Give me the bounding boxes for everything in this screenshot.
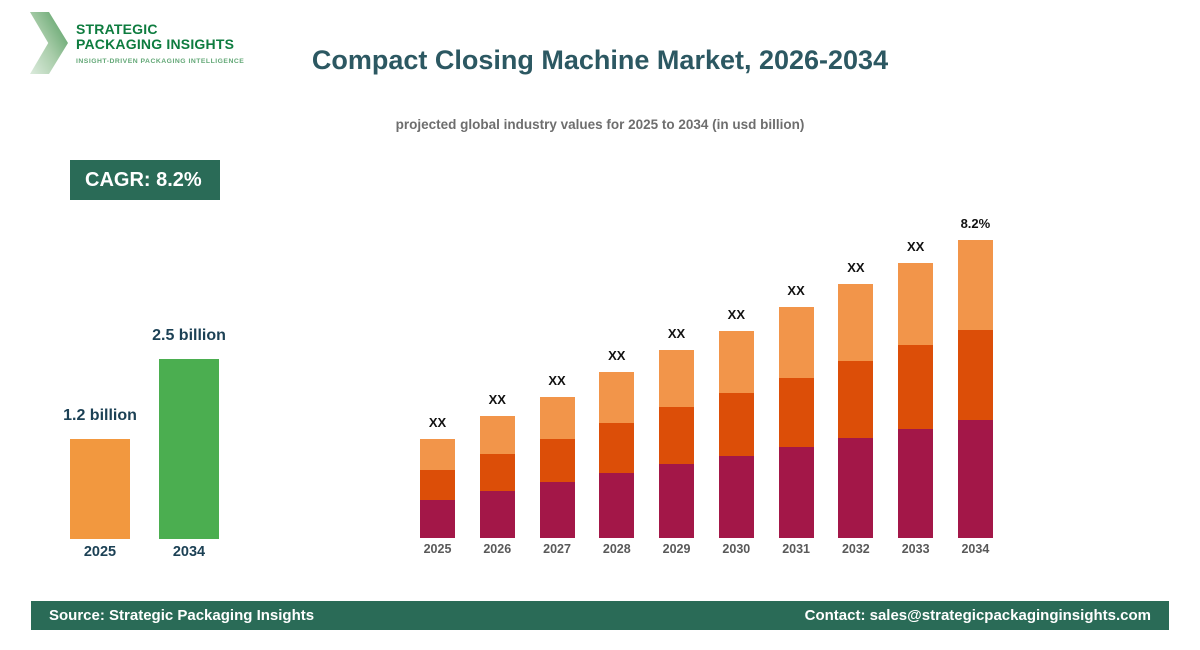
segment-top (838, 284, 874, 361)
page-title: Compact Closing Machine Market, 2026-203… (311, 45, 889, 75)
footer-contact: Contact: sales@strategicpackaginginsight… (804, 607, 1151, 624)
segment-middle (479, 454, 515, 491)
bar-stack (718, 331, 754, 538)
year-label: 2027 (543, 542, 571, 556)
summary-chart: 1.2 billion 2025 2.5 billion 2034 (63, 327, 226, 560)
bar-stack (957, 240, 993, 538)
logo-line1: STRATEGIC (76, 21, 158, 37)
segment-bottom (838, 438, 874, 538)
summary-value-label: 2.5 billion (152, 327, 226, 344)
bar-group: XX 2030 (718, 307, 754, 556)
segment-middle (898, 345, 934, 429)
segment-middle (718, 393, 754, 456)
segment-middle (778, 378, 814, 447)
segment-top (599, 372, 635, 423)
logo-text-block: STRATEGIC PACKAGING INSIGHTS INSIGHT-DRI… (76, 12, 245, 66)
segment-top (778, 307, 814, 378)
bar-group: XX 2033 (898, 239, 934, 556)
segment-middle (599, 423, 635, 473)
footer-bar: Source: Strategic Packaging Insights Con… (31, 601, 1169, 630)
bar-group: XX 2027 (539, 373, 575, 556)
year-label: 2032 (841, 542, 870, 556)
bar-top-label: XX (428, 415, 447, 430)
year-label: 2028 (602, 542, 631, 556)
page-subtitle: projected global industry values for 202… (395, 117, 805, 132)
year-label: 2030 (722, 542, 751, 556)
segment-bottom (659, 464, 695, 538)
bar-group: XX 2026 (479, 392, 515, 556)
year-label: 2031 (782, 542, 810, 556)
segment-middle (957, 330, 993, 420)
bar-top-label: XX (727, 307, 745, 322)
bar-group: 8.2% 2034 (957, 216, 993, 556)
cagr-badge: CAGR: 8.2% (70, 160, 220, 200)
bar-top-label: XX (488, 392, 506, 407)
summary-bar-group: 2.5 billion 2034 (152, 327, 226, 560)
segment-bottom (898, 429, 934, 538)
bar-top-label: XX (548, 373, 566, 388)
segment-bottom (778, 447, 814, 538)
bar-top-label: XX (906, 239, 925, 254)
logo-line2: PACKAGING INSIGHTS (76, 36, 235, 52)
stacked-bar-chart: XX 2025 XX 2026 XX 2027 XX 2028 XX 2029 XX 2030 XX 20… (420, 216, 993, 556)
segment-bottom (479, 491, 515, 538)
segment-top (659, 350, 695, 407)
segment-bottom (599, 473, 635, 538)
bar-group: XX 2032 (838, 260, 874, 556)
segment-bottom (539, 482, 575, 538)
bar-stack (420, 439, 455, 538)
bar-top-label: XX (667, 326, 686, 341)
bar-top-label: XX (847, 260, 865, 275)
segment-top (898, 263, 934, 345)
segment-middle (838, 361, 874, 438)
year-label: 2033 (901, 542, 930, 556)
bar-stack (539, 397, 575, 538)
segment-top (539, 397, 575, 439)
company-logo: STRATEGIC PACKAGING INSIGHTS INSIGHT-DRI… (30, 12, 244, 74)
year-label: 2034 (961, 542, 990, 556)
segment-middle (420, 470, 455, 500)
bar-stack (838, 284, 874, 538)
bar-group: XX 2028 (599, 348, 635, 556)
bar-stack (778, 307, 814, 538)
year-label: 2029 (662, 542, 691, 556)
bar-group: XX 2029 (659, 326, 695, 556)
segment-bottom (420, 500, 455, 538)
summary-value-label: 1.2 billion (63, 407, 137, 424)
segment-top (957, 240, 993, 330)
summary-year-label: 2034 (172, 544, 206, 560)
segment-middle (539, 439, 575, 482)
bar-stack (479, 416, 515, 538)
segment-bottom (718, 456, 754, 538)
segment-middle (659, 407, 695, 464)
summary-bar (70, 439, 130, 539)
bar-top-label: XX (787, 283, 805, 298)
bar-group: XX 2031 (778, 283, 814, 556)
segment-top (718, 331, 754, 393)
bar-stack (659, 350, 695, 538)
year-label: 2026 (483, 542, 512, 556)
summary-bar-group: 1.2 billion 2025 (63, 407, 137, 560)
bar-top-label: XX (608, 348, 626, 363)
segment-bottom (957, 420, 993, 538)
bar-stack (599, 372, 635, 538)
bar-group: XX 2025 (420, 415, 455, 556)
bar-stack (898, 263, 934, 538)
logo-tagline: INSIGHT-DRIVEN PACKAGING INTELLIGENCE (76, 58, 245, 65)
year-label: 2025 (423, 542, 452, 556)
segment-top (479, 416, 515, 454)
footer-source: Source: Strategic Packaging Insights (49, 607, 315, 624)
summary-year-label: 2025 (83, 544, 117, 560)
summary-bar (159, 359, 219, 539)
segment-top (420, 439, 455, 470)
bar-top-label: 8.2% (960, 216, 991, 231)
